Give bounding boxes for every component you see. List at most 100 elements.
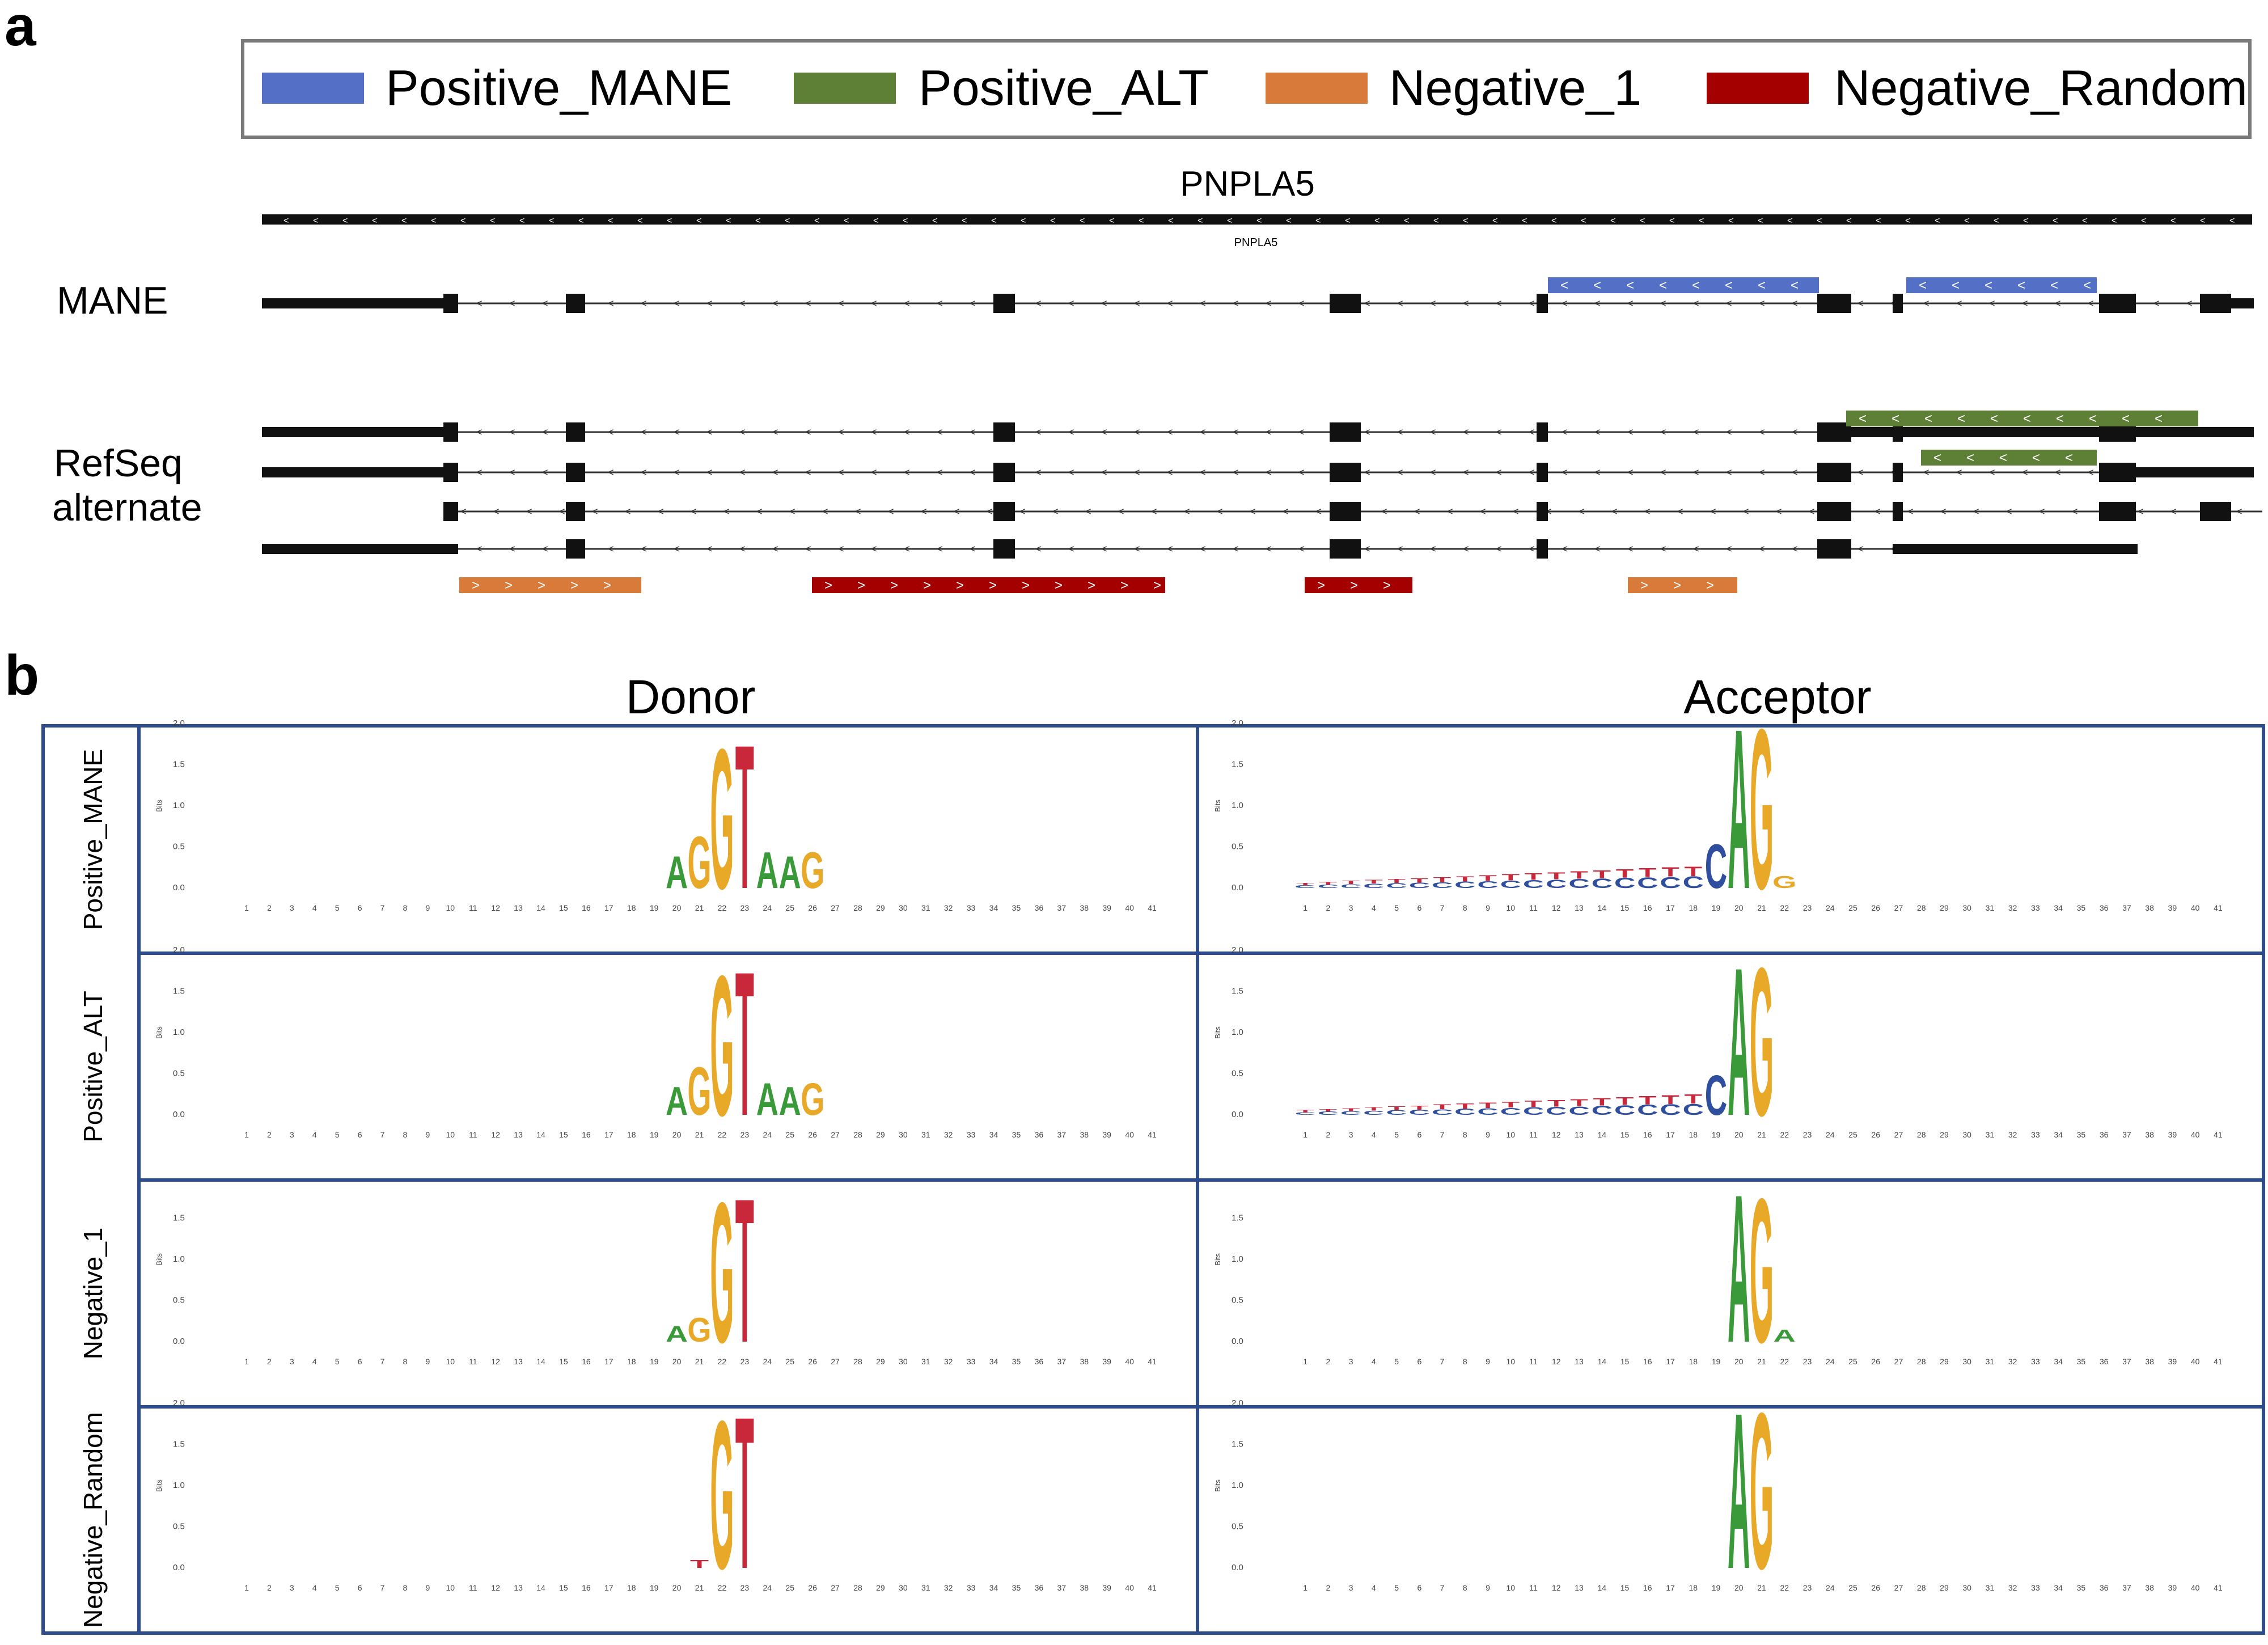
intron-chevron: <: [1693, 298, 1699, 309]
intron-chevron: <: [970, 467, 976, 478]
xtick-label: 31: [921, 1357, 930, 1366]
intron-chevron: <: [921, 506, 927, 517]
xtick-label: 40: [2191, 1357, 2200, 1366]
gene-bar-body: [262, 214, 2252, 225]
xtick-label: 18: [1689, 1357, 1698, 1366]
intron-chevron: <: [838, 467, 844, 478]
ytick-label: 1.5: [1232, 1440, 1243, 1449]
intron-chevron: <: [1875, 506, 1881, 517]
xtick-label: 36: [2100, 1583, 2109, 1592]
intron-chevron: <: [1266, 298, 1272, 309]
intron-chevron: <: [1611, 506, 1618, 517]
intron-chevron: <: [838, 426, 844, 438]
xtick-label: 29: [1940, 1130, 1949, 1139]
xtick-label: 20: [672, 1583, 682, 1592]
xtick-label: 11: [469, 903, 477, 912]
intron-chevron: <: [625, 506, 631, 517]
intron-chevron: <: [1956, 298, 1962, 309]
xtick-label: 13: [514, 1357, 523, 1366]
utr-block: [1893, 544, 2138, 554]
xtick-label: 30: [899, 1583, 908, 1592]
intron-chevron: <: [1562, 298, 1568, 309]
ytick-label: 0.5: [173, 842, 185, 852]
xtick-label: 34: [989, 1583, 998, 1592]
annotation-chevron: <: [1957, 411, 1965, 426]
xtick-label: 20: [672, 1357, 682, 1366]
xtick-label: 24: [1826, 1130, 1835, 1139]
intron-chevron: <: [1513, 506, 1519, 517]
intron-chevron: <: [2006, 506, 2012, 517]
xtick-label: 5: [335, 903, 340, 912]
xtick-label: 38: [2145, 1130, 2154, 1139]
ytick-label: 0.0: [1232, 1563, 1243, 1572]
intron-chevron: <: [1857, 543, 1864, 555]
logo-letter-t: T: [1684, 864, 1702, 879]
ytick-label: 1.0: [1232, 1481, 1243, 1490]
xtick-label: 6: [358, 1130, 362, 1139]
intron-chevron: <: [970, 543, 976, 555]
utr-block: [262, 298, 443, 308]
intron-chevron: <: [1907, 506, 1914, 517]
xtick-label: 35: [2077, 903, 2086, 912]
intron-chevron: <: [1792, 426, 1798, 438]
annotation-chevron: >: [1055, 578, 1063, 593]
xtick-label: 12: [491, 903, 500, 912]
logo-letter-t: T: [1479, 1101, 1497, 1110]
logo-letter-g: G: [1750, 924, 1774, 1160]
exon-block: [443, 463, 458, 482]
strand-chevron: <: [1345, 216, 1350, 226]
strand-chevron: <: [873, 216, 878, 226]
intron-chevron: <: [1101, 467, 1107, 478]
logo-letter-a: A: [666, 847, 688, 898]
xtick-label: 5: [335, 1130, 340, 1139]
xtick-label: 14: [1598, 903, 1607, 912]
annotation-chevron: <: [2032, 450, 2040, 466]
intron-chevron: <: [1710, 506, 1716, 517]
intron-chevron: <: [1644, 506, 1651, 517]
exon-block: [1537, 422, 1548, 442]
annotation-chevron: >: [1120, 578, 1128, 593]
xtick-label: 21: [695, 1130, 704, 1139]
strand-chevron: <: [1492, 216, 1497, 226]
intron-chevron: <: [1397, 298, 1403, 309]
intron-chevron: <: [1776, 506, 1782, 517]
xtick-label: 32: [2008, 1583, 2017, 1592]
intron-chevron: <: [2170, 506, 2177, 517]
legend-swatch-positive-mane: [262, 73, 364, 104]
strand-chevron: <: [1256, 216, 1262, 226]
xtick-label: 41: [1148, 1130, 1157, 1139]
yaxis-label: Bits: [155, 1026, 163, 1039]
intron-chevron: <: [1266, 467, 1272, 478]
exon-block: [1817, 422, 1851, 442]
xtick-label: 15: [559, 1130, 568, 1139]
xtick-label: 37: [2122, 1130, 2131, 1139]
transcript-mane: < < < < < < < < < < < < < < < < < < < < < < < < < < < < < < < < < < < < < < < <…: [262, 294, 2254, 313]
intron-chevron: <: [904, 543, 910, 555]
xtick-label: 26: [1871, 1357, 1880, 1366]
xtick-label: 9: [425, 1130, 430, 1139]
xtick-label: 28: [853, 1583, 862, 1592]
xtick-label: 15: [1620, 903, 1630, 912]
xtick-label: 26: [808, 1583, 817, 1592]
xtick-label: 25: [785, 1130, 794, 1139]
xtick-label: 26: [808, 1357, 817, 1366]
xtick-label: 19: [1712, 1357, 1721, 1366]
xtick-label: 31: [1986, 903, 1995, 912]
logo-letter-c: C: [1363, 882, 1384, 889]
intron-chevron: <: [1989, 467, 1995, 478]
intron-chevron: <: [706, 467, 713, 478]
intron-chevron: <: [2072, 506, 2078, 517]
xtick-label: 19: [1712, 1130, 1721, 1139]
transcript-alt-1: <<<<<<<<<<<<<<<<<<<<<<<<<<<<<<<<<<<<<<<<…: [262, 422, 2254, 442]
logo-letter-c: C: [1386, 1109, 1407, 1117]
intron-chevron: <: [1167, 426, 1173, 438]
xtick-label: 30: [1962, 1583, 1971, 1592]
annotation-chevron: >: [603, 578, 611, 593]
xtick-label: 15: [1620, 1583, 1630, 1592]
logo-letter-c: C: [1705, 831, 1727, 902]
xtick-label: 28: [853, 1130, 862, 1139]
xtick-label: 14: [536, 1357, 545, 1366]
intron-chevron: <: [987, 506, 993, 517]
intron-chevron: <: [2022, 298, 2028, 309]
